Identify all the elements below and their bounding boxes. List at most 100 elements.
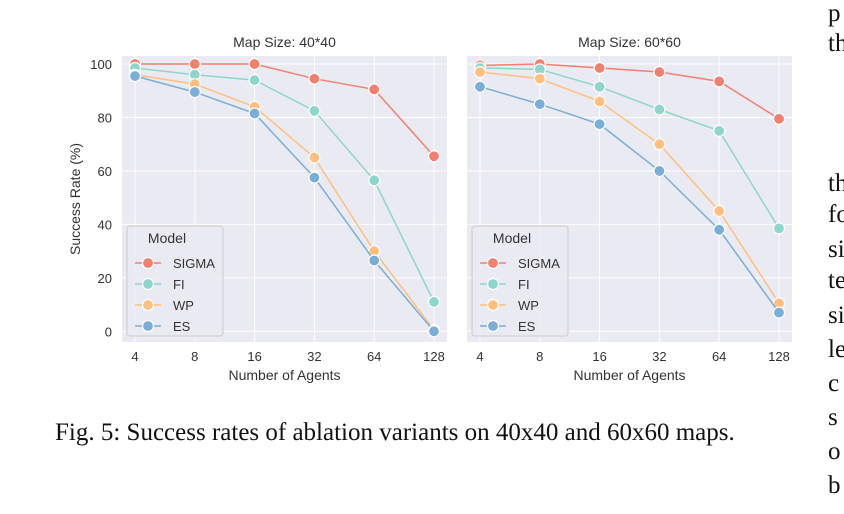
side-text-fragment: c [828,370,840,397]
side-text-fragment: th [828,170,844,197]
legend-label: SIGMA [173,256,215,271]
y-tick-label: 0 [105,324,112,339]
x-axis-label: Number of Agents [228,367,340,383]
data-point-es [368,254,381,267]
data-point-wp [308,151,321,164]
x-tick-label: 64 [712,349,726,364]
data-point-wp [533,72,546,85]
chart-panel-1: 0 20 40 60 80 100 4 8 16 32 64 128 Map Size: 40*40 Nu… [90,34,447,383]
data-point-sigma [188,57,201,71]
series-line-es [134,75,435,332]
data-point-fi [248,73,261,87]
y-tick-label: 100 [90,57,112,72]
data-point-sigma [653,65,666,79]
y-tick-label: 40 [98,217,112,232]
data-point-es [593,118,606,131]
x-tick-label: 32 [652,349,666,364]
x-tick-label: 128 [423,349,445,364]
data-point-sigma [772,112,786,125]
side-text-fragment: s [828,404,838,431]
x-tick-label: 16 [592,349,606,364]
legend-title: Model [148,230,186,246]
legend-title: Model [493,230,531,246]
data-point-sigma [593,61,606,75]
data-point-fi [772,222,786,235]
legend-label: WP [518,298,539,313]
data-point-es [653,164,666,178]
x-tick-label: 16 [247,349,261,364]
legend-marker [141,256,155,270]
series-line-wp [134,73,435,331]
data-point-sigma [308,72,321,85]
data-point-wp [653,138,666,151]
data-point-fi [593,80,606,93]
data-point-fi [308,104,321,117]
y-tick-label: 20 [98,271,112,286]
chart-panel-2: 4 8 16 32 64 128 Map Size: 60*60 Number of Agen… [467,34,792,383]
side-text-fragment: si [828,302,844,329]
legend-marker [141,277,155,291]
y-axis-label: Success Rate (%) [67,143,83,255]
data-point-es [188,85,201,99]
legend-marker [141,298,155,312]
data-point-sigma [248,57,261,71]
chart-title: Map Size: 60*60 [578,34,681,50]
data-point-es [427,325,441,338]
data-point-es [128,69,142,83]
x-tick-label: 32 [307,349,321,364]
legend-label: FI [518,277,530,292]
x-tick-label: 128 [768,349,790,364]
legend-marker [141,319,155,333]
legend-label: ES [518,319,536,334]
data-point-fi [427,295,441,309]
data-point-sigma [368,83,381,96]
data-point-fi [653,103,666,116]
x-axis-label: Number of Agents [573,367,685,383]
data-point-wp [713,204,726,218]
x-tick-label: 64 [367,349,381,364]
legend-label: ES [173,319,191,334]
chart-title: Map Size: 40*40 [233,34,336,50]
side-text-fragment: si [828,236,844,263]
side-text-fragment: b [828,472,841,499]
legend-marker [486,277,500,291]
data-point-es [473,80,487,93]
data-point-wp [473,65,487,79]
series-line-wp [479,71,780,304]
y-tick-label: 60 [98,164,112,179]
data-point-wp [593,95,606,108]
side-text-fragment: o [828,438,841,465]
side-text-fragment: te [828,267,844,294]
x-tick-label: 8 [191,349,198,364]
side-text-fragments: p th th fo si te si le c s o b [828,0,844,514]
side-text-fragment: th [828,30,844,57]
legend-marker [486,319,500,333]
data-point-fi [368,174,381,187]
side-text-fragment: p [828,0,841,27]
data-point-es [308,171,321,184]
x-tick-label: 4 [131,349,138,364]
data-point-sigma [427,150,441,163]
data-point-es [533,98,546,111]
series-line-fi [134,67,435,303]
data-point-fi [713,124,726,137]
legend-marker [486,298,500,312]
data-point-es [248,107,261,120]
data-point-sigma [713,75,726,88]
legend-label: SIGMA [518,256,560,271]
side-text-fragment: le [828,336,844,363]
figure-caption: Fig. 5: Success rates of ablation varian… [55,419,735,446]
series-line-fi [479,67,780,229]
side-text-fragment: fo [828,201,844,228]
legend-label: WP [173,298,194,313]
series-line-es [479,85,780,314]
y-tick-label: 80 [98,110,112,125]
legend-label: FI [173,277,185,292]
x-tick-label: 4 [476,349,483,364]
data-point-es [772,306,786,319]
legend-marker [486,256,500,270]
series-line-sigma [135,63,435,157]
x-tick-label: 8 [536,349,543,364]
data-point-es [713,223,726,236]
